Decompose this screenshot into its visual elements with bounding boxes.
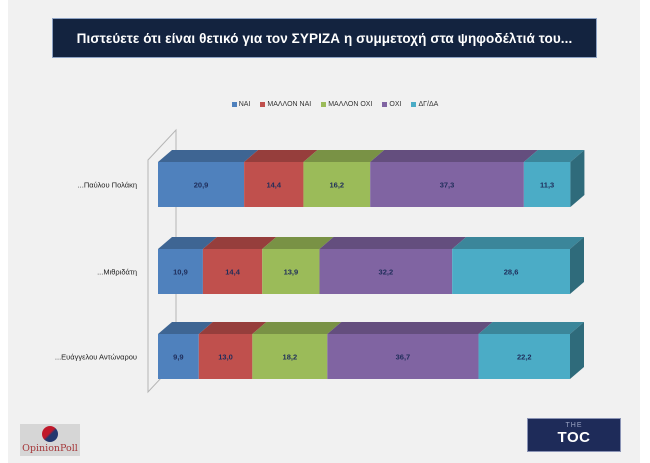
legend-label: ΜΑΛΛΟΝ ΝΑΙ — [267, 101, 312, 108]
legend-label: ΔΓ/ΔΑ — [418, 101, 439, 108]
data-label: 13,0 — [218, 353, 233, 362]
data-label: 11,3 — [540, 181, 554, 190]
bar-segment — [244, 162, 304, 207]
category-label: ...Παύλου Πολάκη — [78, 181, 137, 190]
bar-segment-top — [158, 150, 259, 162]
category-label: ...Μιθριδάτη — [97, 268, 137, 277]
bar-segment-top — [319, 237, 467, 249]
bar-segment — [202, 249, 263, 294]
category-label: ...Ευάγγελου Αντώναρου — [55, 353, 137, 362]
data-label: 14,4 — [225, 268, 240, 277]
bar-segment — [370, 162, 524, 207]
legend-swatch — [231, 102, 237, 107]
bar-segment — [158, 162, 245, 207]
bar-segment-top — [158, 322, 213, 334]
bar-segment — [327, 334, 479, 379]
bar-segment — [303, 162, 371, 207]
legend-swatch — [411, 102, 417, 107]
opinionpoll-logo: OpinionPoll — [20, 424, 80, 456]
bar-segment-top — [303, 150, 385, 162]
legend: ΝΑΙ ΜΑΛΛΟΝ ΝΑΙ ΜΑΛΛΟΝ ΟΧΙ ΟΧΙ ΔΓ/ΔΑ — [0, 101, 650, 108]
data-label: 36,7 — [396, 353, 411, 362]
bar-segment — [452, 249, 570, 294]
data-label: 28,6 — [504, 268, 519, 277]
bar-segment — [198, 334, 253, 379]
bar-segment — [252, 334, 328, 379]
thetoc-logo-small: THE — [565, 422, 583, 429]
bar-segment-top — [244, 150, 318, 162]
chart-title-bar: Πιστεύετε ότι είναι θετικό για τον ΣΥΡΙΖ… — [52, 18, 597, 58]
legend-label: ΝΑΙ — [238, 101, 251, 108]
bar-segment-side — [570, 322, 584, 379]
data-label: 22,2 — [517, 353, 532, 362]
bar-segment-top — [158, 237, 217, 249]
data-label: 32,2 — [379, 268, 394, 277]
data-label: 37,3 — [440, 181, 455, 190]
data-label: 16,2 — [330, 181, 345, 190]
legend-item-mallon-nai: ΜΑΛΛΟΝ ΝΑΙ — [260, 101, 311, 108]
data-label: 14,4 — [266, 181, 281, 190]
opinionpoll-logo-text: OpinionPoll — [22, 443, 78, 454]
bar-segment — [262, 249, 320, 294]
legend-swatch — [260, 102, 266, 107]
bar-segment — [158, 334, 199, 379]
bar-segment-side — [570, 237, 584, 294]
bar-segment-top — [198, 322, 267, 334]
bar-segment — [319, 249, 453, 294]
legend-label: ΟΧΙ — [389, 101, 402, 108]
data-label: 18,2 — [283, 353, 298, 362]
bar-segment-side — [570, 150, 585, 207]
thetoc-logo-big: TOC — [557, 429, 591, 446]
data-label: 13,9 — [284, 268, 299, 277]
legend-label: ΜΑΛΛΟΝ ΟΧΙ — [328, 101, 373, 108]
bar-segment-top — [370, 150, 538, 162]
bar-segment — [523, 162, 571, 207]
bar-segment-top — [523, 150, 585, 162]
thetoc-logo: THE TOC — [527, 418, 621, 452]
bar-segment — [158, 249, 203, 294]
legend-swatch — [382, 102, 388, 107]
legend-swatch — [321, 102, 327, 107]
slide-background — [8, 0, 640, 463]
legend-item-nai: ΝΑΙ — [231, 101, 251, 108]
legend-item-mallon-oxi: ΜΑΛΛΟΝ ΟΧΙ — [321, 101, 372, 108]
chart-title: Πιστεύετε ότι είναι θετικό για τον ΣΥΡΙΖ… — [76, 30, 573, 46]
bar-segment — [478, 334, 570, 379]
bar-segment-top — [252, 322, 342, 334]
bar-segment-top — [327, 322, 493, 334]
bar-segment-top — [202, 237, 277, 249]
bar-segment-top — [478, 322, 584, 334]
legend-item-oxi: ΟΧΙ — [382, 101, 401, 108]
data-label: 10,9 — [173, 268, 188, 277]
bar-segment-top — [262, 237, 334, 249]
legend-item-dg-da: ΔΓ/ΔΑ — [411, 101, 438, 108]
bar-segment-top — [452, 237, 584, 249]
data-label: 20,9 — [194, 181, 209, 190]
opinionpoll-logo-icon — [42, 426, 58, 442]
data-label: 9,9 — [173, 353, 183, 362]
